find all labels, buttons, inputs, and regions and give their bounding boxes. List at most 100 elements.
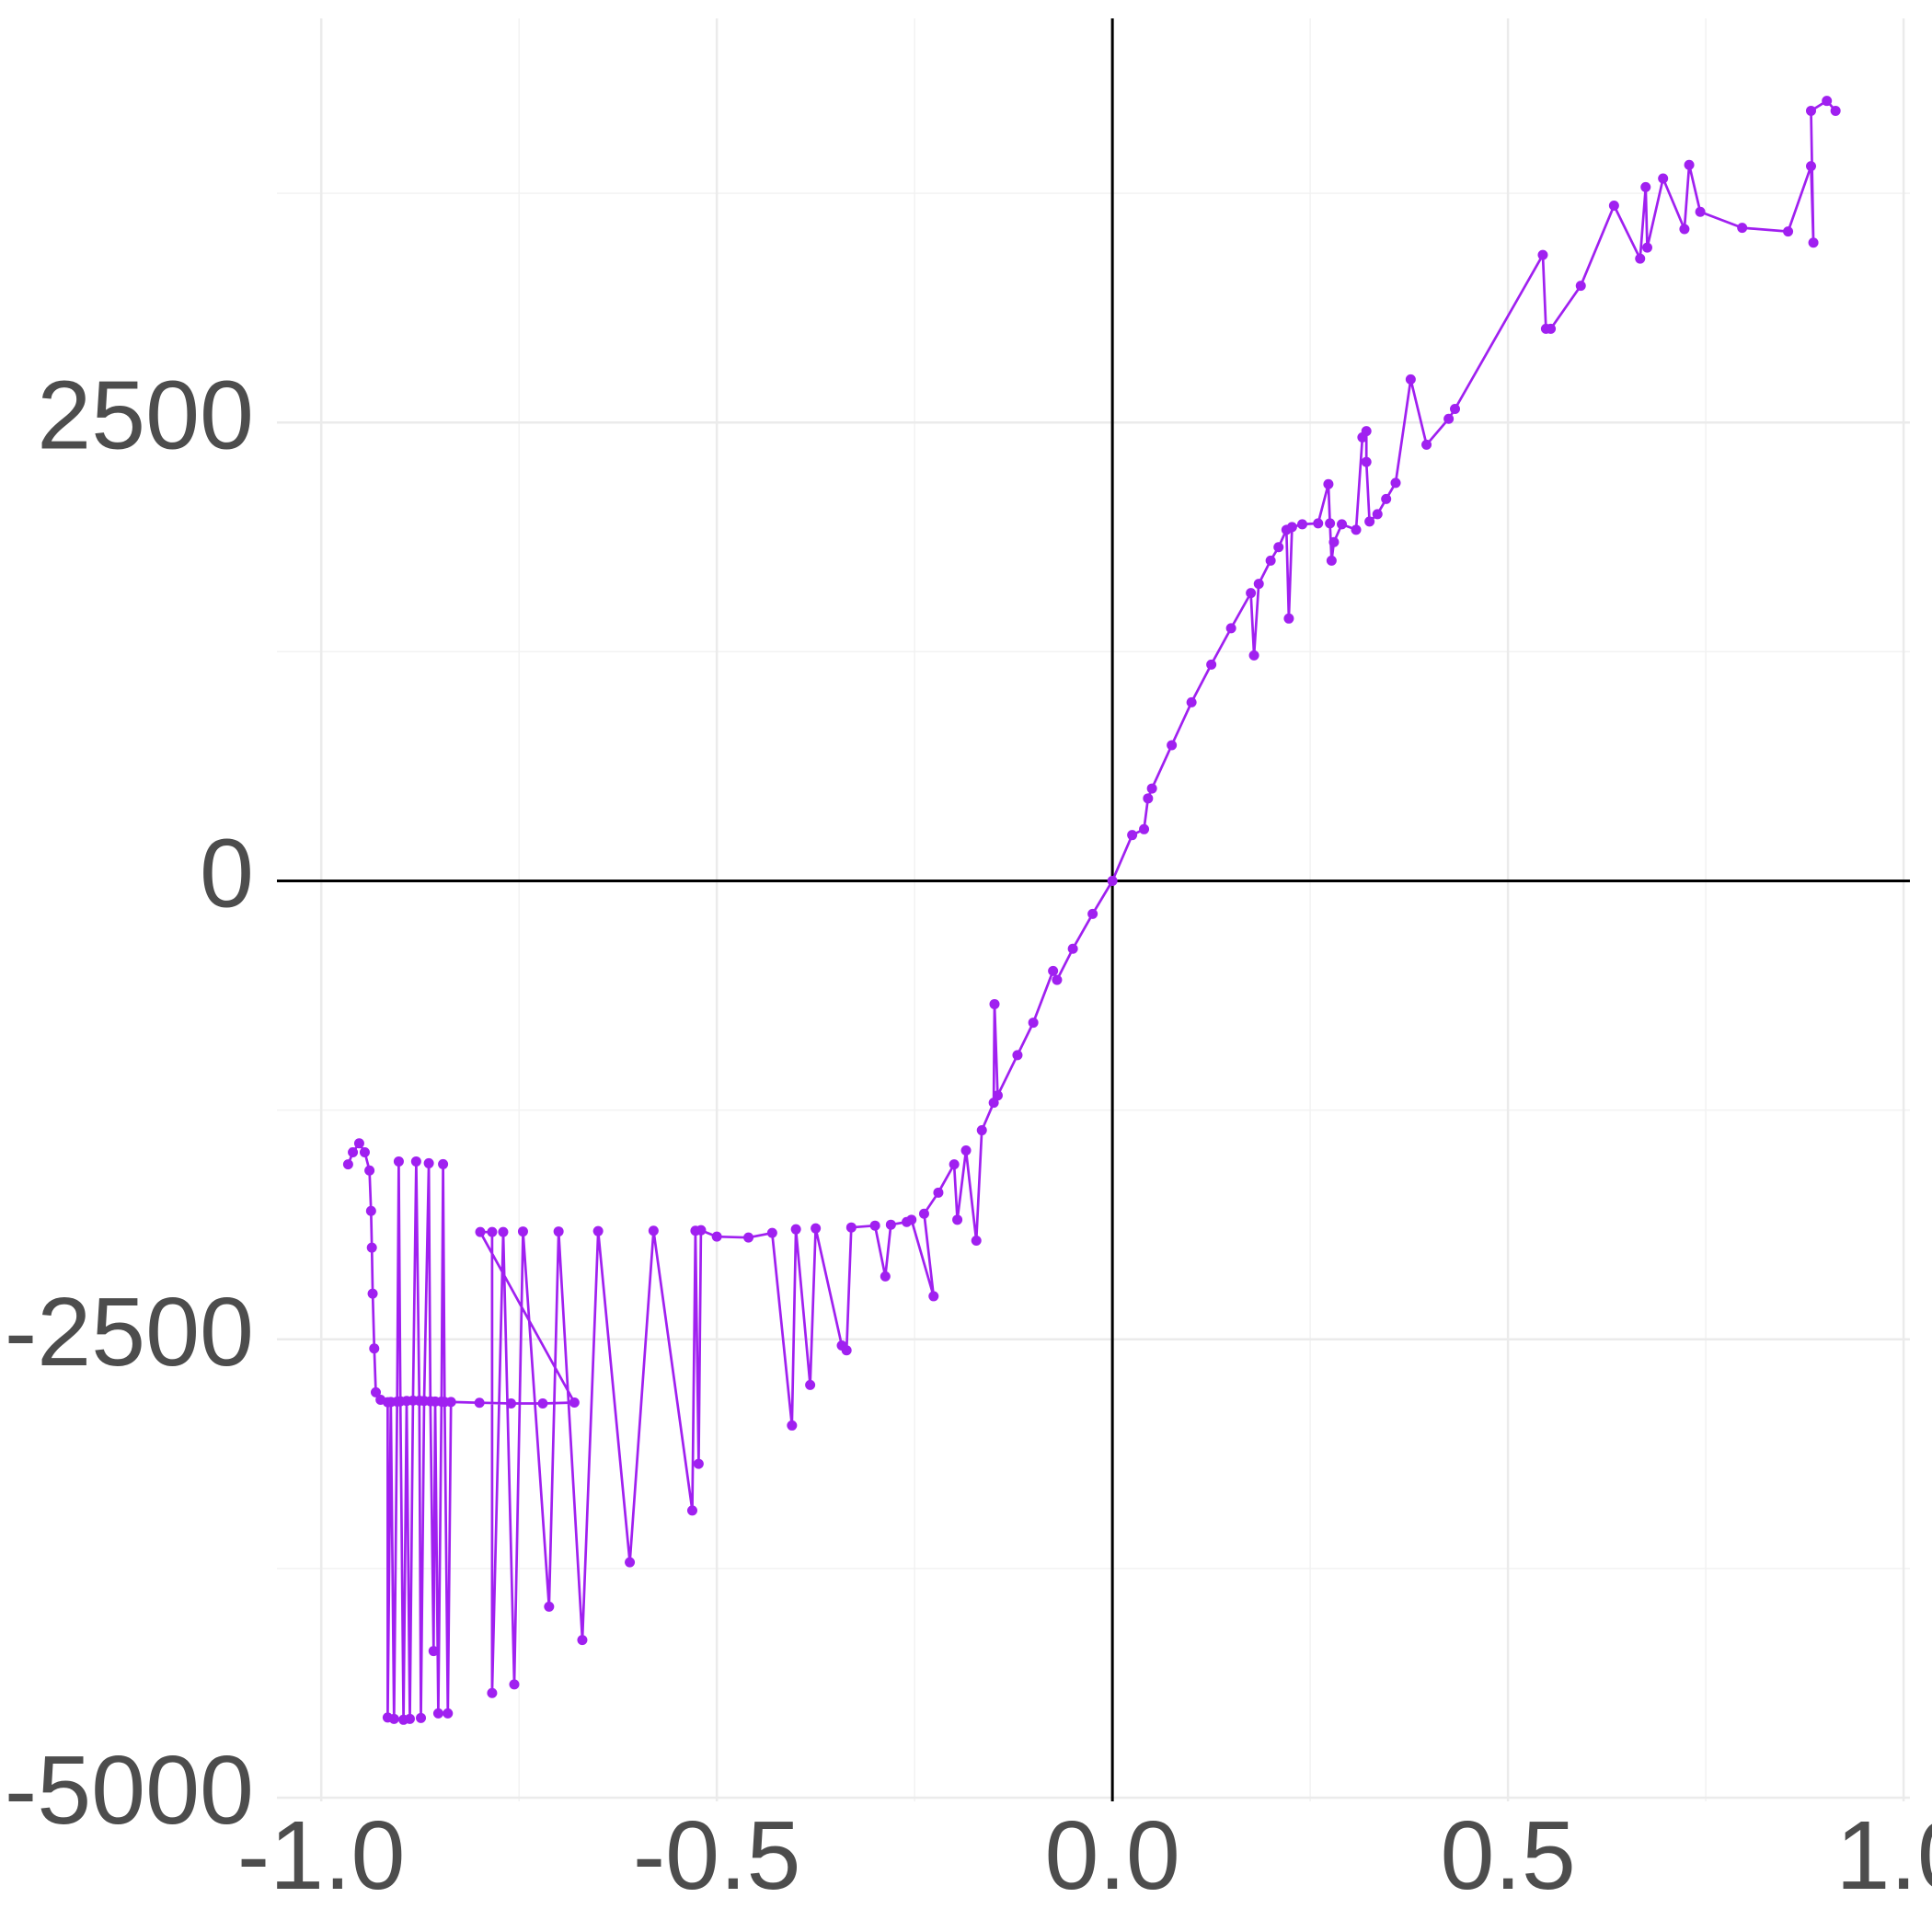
y-tick-label: -2500: [5, 1278, 254, 1386]
data-point: [410, 1156, 421, 1167]
data-point: [1381, 493, 1392, 504]
data-point: [971, 1236, 982, 1247]
data-point: [811, 1223, 822, 1234]
x-tick-label: -0.5: [633, 1801, 801, 1910]
data-point: [1575, 281, 1586, 292]
data-point: [353, 1138, 364, 1149]
data-point: [1167, 740, 1178, 751]
data-point: [369, 1343, 380, 1354]
x-tick-label: 1.0: [1835, 1801, 1932, 1910]
data-point: [423, 1157, 434, 1168]
data-point: [1325, 518, 1336, 529]
y-tick-label: 2500: [37, 361, 254, 469]
data-point: [1012, 1050, 1023, 1061]
data-point: [1067, 943, 1078, 954]
data-point: [474, 1397, 485, 1409]
data-point: [416, 1712, 427, 1723]
data-point: [506, 1398, 517, 1409]
data-point: [1640, 181, 1651, 192]
data-point: [1546, 323, 1557, 334]
data-point: [1087, 908, 1098, 919]
data-point: [880, 1271, 891, 1282]
data-point: [393, 1156, 404, 1167]
data-point: [845, 1222, 857, 1233]
data-point: [438, 1158, 449, 1169]
data-point: [348, 1146, 359, 1157]
data-point: [366, 1242, 377, 1253]
data-point: [790, 1224, 801, 1235]
data-point: [1286, 522, 1297, 533]
data-point: [1253, 579, 1264, 590]
data-point: [1635, 253, 1646, 264]
data-point: [364, 1165, 375, 1176]
data-point: [1830, 105, 1841, 116]
data-point: [960, 1144, 972, 1156]
data-point: [918, 1208, 929, 1219]
data-point: [869, 1220, 880, 1231]
data-point: [475, 1226, 486, 1237]
x-tick-label: 0.5: [1440, 1801, 1575, 1910]
data-point: [443, 1708, 454, 1719]
data-point: [1297, 519, 1308, 530]
data-point: [1405, 374, 1416, 385]
data-point: [544, 1601, 555, 1612]
data-point: [1248, 650, 1259, 661]
data-point: [1361, 426, 1372, 437]
data-point: [686, 1505, 697, 1516]
data-point: [1443, 413, 1455, 424]
data-point: [592, 1225, 604, 1236]
data-point: [1808, 237, 1819, 248]
data-point: [949, 1159, 960, 1170]
data-point: [359, 1146, 370, 1157]
data-point: [1127, 830, 1138, 841]
data-point: [711, 1231, 722, 1242]
data-point: [933, 1187, 944, 1198]
data-point: [1246, 588, 1257, 599]
data-point: [885, 1219, 896, 1230]
data-point: [367, 1288, 378, 1299]
data-point: [1052, 974, 1063, 985]
data-point: [445, 1397, 456, 1408]
data-point: [1806, 161, 1817, 172]
data-point: [928, 1291, 939, 1302]
y-tick-label: -5000: [5, 1736, 254, 1845]
data-point: [1048, 965, 1059, 976]
data-point: [365, 1205, 376, 1216]
x-tick-label: 0.0: [1044, 1801, 1179, 1910]
data-point: [693, 1458, 704, 1469]
data-point: [1822, 96, 1833, 107]
data-point: [1206, 659, 1217, 670]
data-point: [1390, 477, 1401, 489]
data-point: [432, 1708, 443, 1719]
data-point: [1361, 456, 1372, 467]
data-point: [1450, 404, 1461, 415]
data-point: [1028, 1018, 1039, 1029]
data-point: [625, 1557, 636, 1568]
data-point: [498, 1226, 509, 1237]
data-point: [1328, 536, 1340, 547]
data-point: [1364, 516, 1375, 527]
data-point: [1684, 159, 1695, 170]
data-point: [1143, 793, 1154, 804]
data-point: [370, 1386, 381, 1397]
x-tick-label: -1.0: [237, 1801, 406, 1910]
data-point: [1783, 226, 1794, 237]
data-point: [696, 1225, 707, 1236]
data-point: [428, 1646, 439, 1657]
data-point: [1641, 242, 1652, 253]
data-point: [509, 1679, 520, 1690]
data-point: [1737, 223, 1748, 234]
data-point: [1351, 524, 1362, 535]
data-point: [1695, 206, 1706, 217]
data-point: [989, 998, 1000, 1009]
data-point: [992, 1090, 1003, 1101]
data-point: [1107, 876, 1118, 887]
data-point: [952, 1214, 963, 1225]
data-point: [553, 1226, 564, 1237]
data-point: [388, 1713, 399, 1724]
data-point: [1146, 783, 1157, 794]
data-point: [487, 1687, 498, 1698]
data-point: [648, 1225, 659, 1236]
data-point: [577, 1635, 588, 1646]
data-point: [1326, 555, 1337, 566]
